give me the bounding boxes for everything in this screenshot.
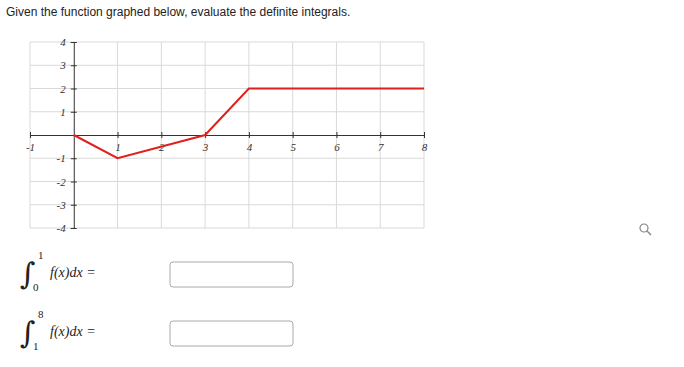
grid-line-y xyxy=(30,158,424,159)
tick: 7 xyxy=(378,132,384,153)
integral: ∫10f(x)dx = xyxy=(20,249,293,293)
tick-mark xyxy=(249,132,250,138)
zoom-icon-handle[interactable] xyxy=(647,231,651,235)
tick-mark xyxy=(71,158,77,159)
tick-mark xyxy=(118,132,119,138)
grid-line-y xyxy=(30,65,424,66)
function-line xyxy=(74,89,424,159)
tick-label: 2 xyxy=(60,83,66,95)
integral-expression: f(x)dx = xyxy=(50,265,96,281)
tick-label: 8 xyxy=(422,141,428,153)
tick-label: -1 xyxy=(57,152,66,164)
tick-label: 4 xyxy=(247,141,253,153)
grid xyxy=(30,42,424,228)
tick: 2 xyxy=(60,83,77,95)
tick-label: 5 xyxy=(290,141,296,153)
tick-mark xyxy=(336,132,337,138)
plot-area xyxy=(74,89,424,159)
tick: 1 xyxy=(60,106,77,118)
tick-mark xyxy=(71,205,77,206)
tick: 6 xyxy=(334,132,340,153)
tick-label: 3 xyxy=(202,141,209,153)
tick: -3 xyxy=(57,199,77,211)
tick: 4 xyxy=(247,132,253,153)
tick: 8 xyxy=(422,132,428,153)
lower-limit: 0 xyxy=(33,281,39,293)
tick-label: 6 xyxy=(334,141,340,153)
zoom-icon-lens[interactable] xyxy=(640,224,648,232)
tick-label: -3 xyxy=(57,199,67,211)
page: Given the function graphed below, evalua… xyxy=(0,0,684,367)
grid-line-y xyxy=(30,181,424,182)
tick-mark xyxy=(424,132,425,138)
tick-mark xyxy=(30,132,31,138)
tick-label: 4 xyxy=(60,36,66,48)
tick: -1 xyxy=(57,152,77,164)
axis-line xyxy=(31,136,425,139)
tick-label: -2 xyxy=(57,176,67,188)
tick: 4 xyxy=(60,36,77,48)
zoom-icon[interactable] xyxy=(640,224,651,235)
tick-label: 1 xyxy=(60,106,66,118)
tick-mark xyxy=(71,65,77,66)
tick-mark xyxy=(71,89,77,90)
tick: 2 xyxy=(159,132,165,153)
tick-label: 3 xyxy=(59,59,66,71)
tick-label: 1 xyxy=(115,141,121,153)
tick-mark xyxy=(71,228,77,229)
instruction: Given the function graphed below, evalua… xyxy=(6,5,350,19)
answer-input[interactable] xyxy=(170,262,293,287)
integral-expression: f(x)dx = xyxy=(50,324,96,340)
tick: 3 xyxy=(59,59,77,71)
lower-limit: 1 xyxy=(33,340,39,352)
tick: 1 xyxy=(115,132,121,153)
tick-mark xyxy=(293,132,294,138)
upper-limit: 8 xyxy=(38,308,44,320)
grid-line-y xyxy=(30,228,424,229)
y-axis: -4 -3 -2 -1 1 2 3 4 xyxy=(57,36,77,234)
tick: -2 xyxy=(57,176,77,188)
tick-mark xyxy=(380,132,381,138)
grid-line-x xyxy=(30,42,31,228)
tick: -4 xyxy=(57,222,77,234)
tick-mark xyxy=(71,112,77,113)
integral: ∫81f(x)dx = xyxy=(20,308,293,352)
grid-line-y xyxy=(30,204,424,205)
tick: -1 xyxy=(26,132,35,153)
grid-line-y xyxy=(30,42,424,43)
tick-mark xyxy=(161,132,162,138)
tick-mark xyxy=(71,182,77,183)
upper-limit: 1 xyxy=(38,249,44,261)
tick-mark xyxy=(71,42,77,43)
tick: 5 xyxy=(290,132,296,153)
tick-label: 7 xyxy=(378,141,384,153)
answer-input[interactable] xyxy=(170,321,293,346)
tick-label: -1 xyxy=(26,141,35,153)
tick-label: -4 xyxy=(57,222,67,234)
